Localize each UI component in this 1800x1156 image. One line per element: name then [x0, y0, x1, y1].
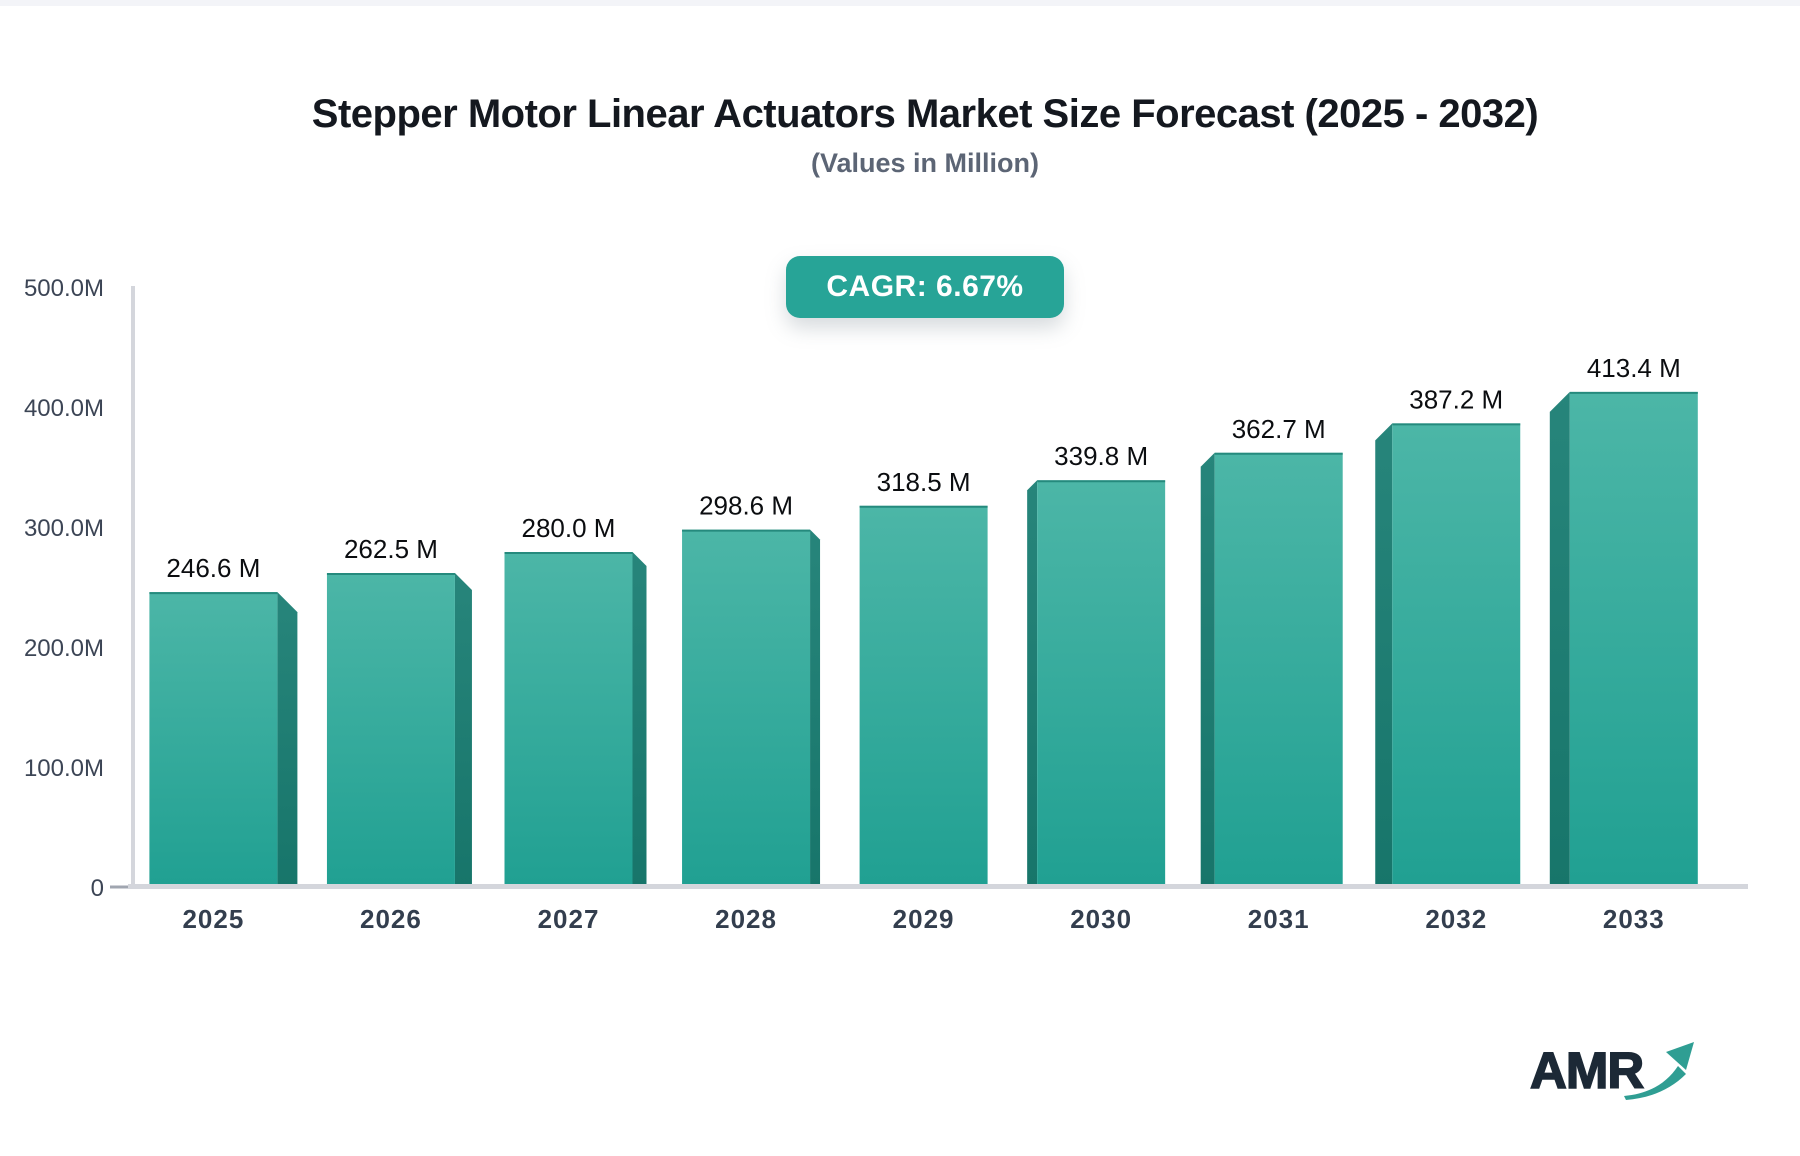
bar-side-3d — [454, 573, 472, 888]
bar-side-3d — [1027, 480, 1038, 888]
bar-side-3d — [632, 552, 647, 888]
bar — [682, 529, 811, 888]
bar-value-label: 362.7 M — [1232, 414, 1326, 444]
bar-side-3d — [1375, 423, 1393, 888]
bar-side-3d — [1549, 391, 1570, 888]
bar-value-label: 280.0 M — [522, 513, 616, 543]
bar-value-label: 413.4 M — [1587, 353, 1681, 383]
x-axis-label: 2025 — [182, 904, 244, 934]
bar-value-label: 246.6 M — [166, 553, 260, 583]
bar-value-label: 339.8 M — [1054, 441, 1148, 471]
y-axis-label: 200.0M — [24, 635, 104, 662]
y-axis-label: 500.0M — [24, 275, 104, 302]
bar — [859, 505, 988, 888]
y-axis-label: 300.0M — [24, 515, 104, 542]
amr-logo: AMR — [1529, 1041, 1694, 1100]
x-axis-label: 2029 — [893, 904, 955, 934]
bar — [1569, 391, 1698, 888]
x-axis-label: 2028 — [715, 904, 777, 934]
y-axis-label: 0 — [91, 875, 104, 902]
cagr-badge: CAGR: 6.67% — [786, 256, 1064, 318]
bar — [326, 573, 455, 888]
bar-side-3d — [1200, 452, 1215, 888]
bar-side-3d — [810, 529, 821, 888]
bar — [149, 592, 278, 888]
x-axis-baseline — [128, 884, 1748, 889]
x-axis-label: 2027 — [538, 904, 600, 934]
bar-value-label: 262.5 M — [344, 534, 438, 564]
chart-title: Stepper Motor Linear Actuators Market Si… — [311, 92, 1539, 136]
chart-subtitle: (Values in Million) — [810, 148, 1040, 178]
x-axis-label: 2026 — [360, 904, 422, 934]
bar — [1214, 452, 1343, 888]
bar-value-label: 318.5 M — [877, 467, 971, 497]
bar — [504, 552, 633, 888]
y-axis-line — [131, 286, 135, 888]
bar-value-label: 387.2 M — [1409, 384, 1503, 414]
bar-side-3d — [277, 592, 298, 888]
bar-value-label: 298.6 M — [699, 491, 793, 521]
page-top-border — [0, 0, 1800, 6]
amr-logo-text: AMR — [1530, 1042, 1643, 1099]
x-axis-label: 2031 — [1248, 904, 1310, 934]
bar — [1037, 480, 1166, 888]
bar — [1392, 423, 1521, 888]
trending-up-arrow-icon — [1624, 1042, 1694, 1100]
x-axis-label: 2032 — [1425, 904, 1487, 934]
y-axis-label: 100.0M — [24, 755, 104, 782]
y-axis-label: 400.0M — [24, 395, 104, 422]
x-axis-label: 2033 — [1603, 904, 1665, 934]
x-axis-label: 2030 — [1070, 904, 1132, 934]
